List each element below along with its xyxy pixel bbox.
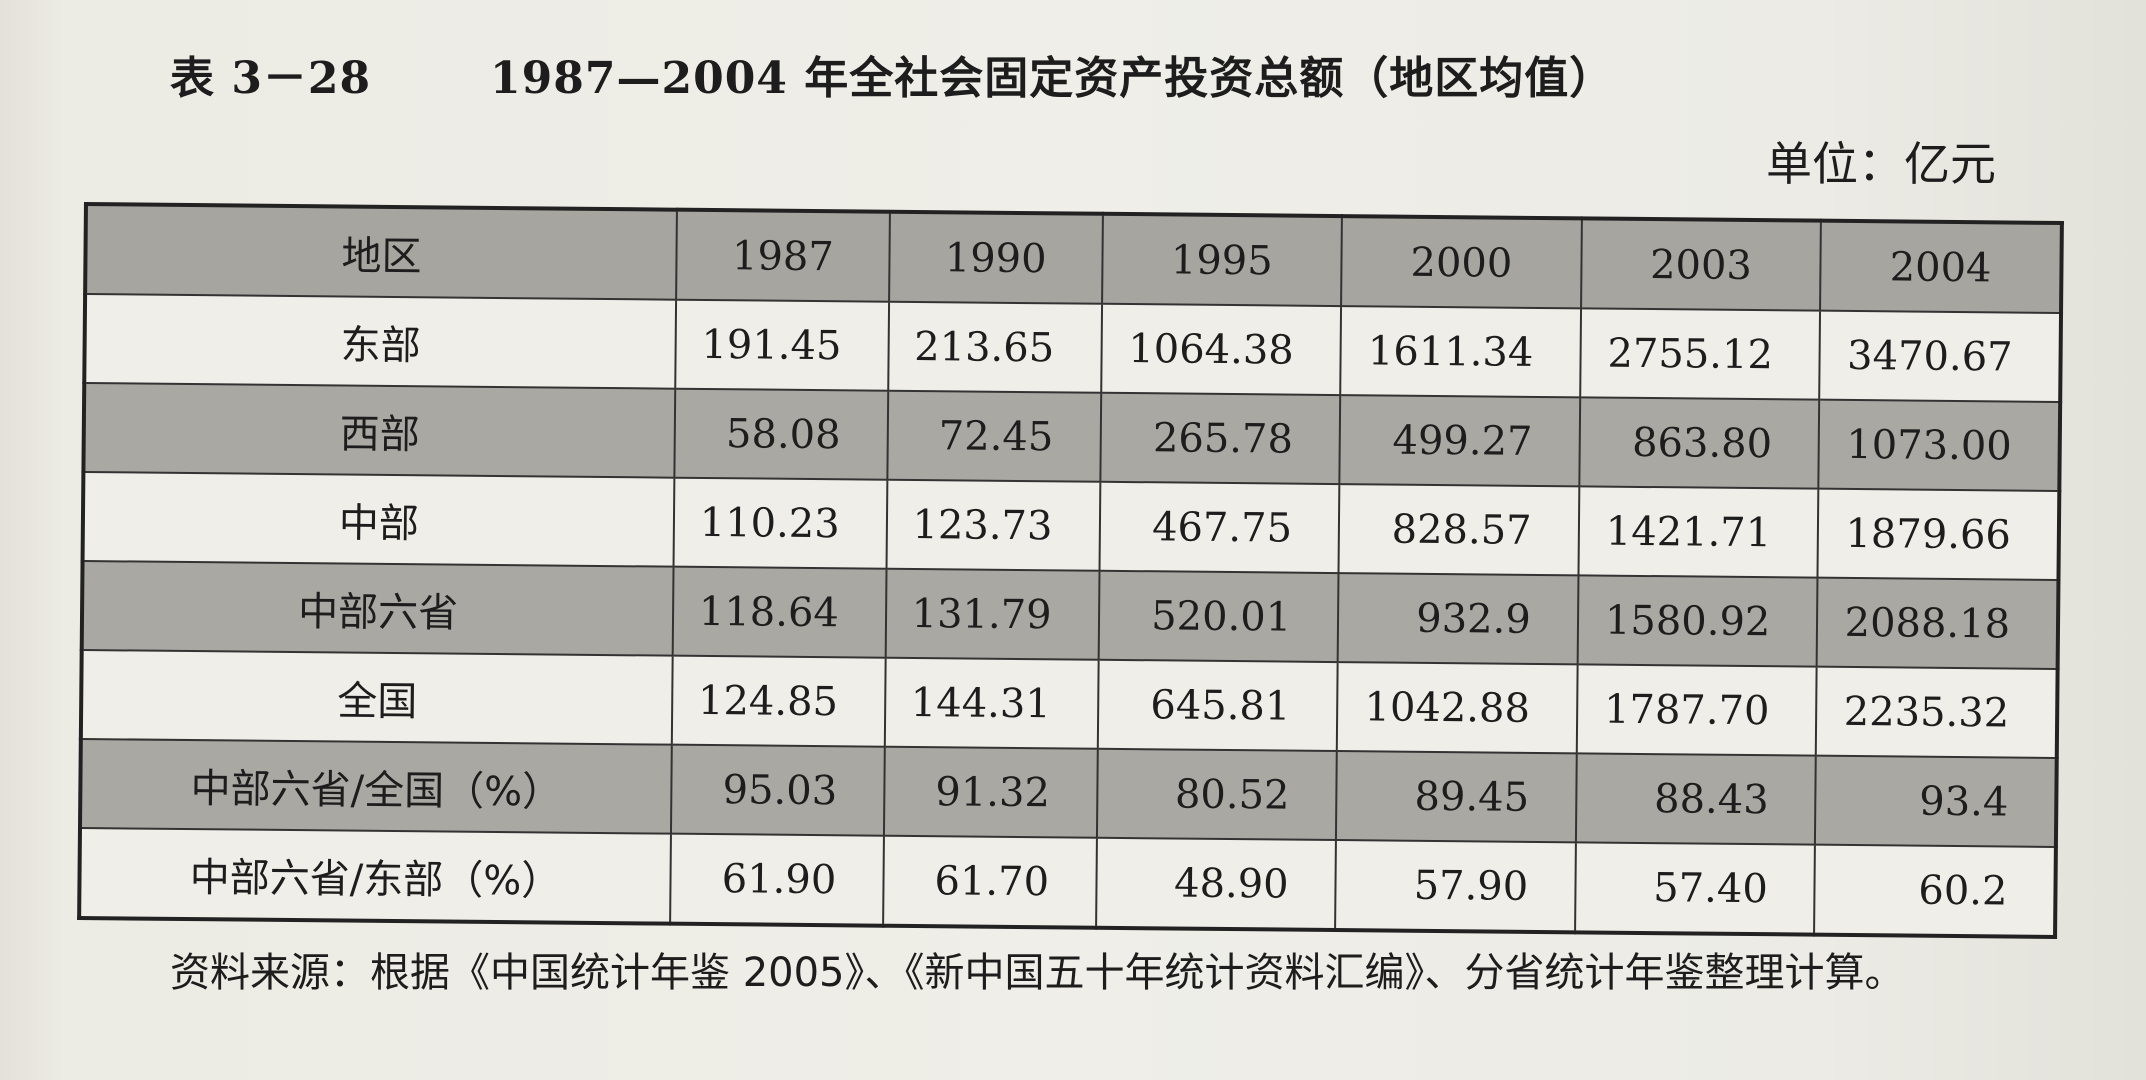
cell-value: 61.70 xyxy=(882,835,1097,928)
cell-value: 80.52 xyxy=(1096,748,1337,841)
cell-value: 265.78 xyxy=(1099,392,1341,485)
cell-value: 863.80 xyxy=(1579,397,1820,489)
cell-value: 57.40 xyxy=(1574,842,1816,935)
cell-value: 124.85 xyxy=(671,655,886,747)
cell-value: 88.43 xyxy=(1575,753,1817,845)
cell-value: 89.45 xyxy=(1336,751,1577,843)
cell-value: 95.03 xyxy=(670,744,885,836)
cell-value: 1421.71 xyxy=(1578,486,1819,578)
header-year: 2004 xyxy=(1820,220,2062,313)
cell-value: 93.4 xyxy=(1815,755,2057,847)
unit-label: 单位：亿元 xyxy=(1766,137,1996,191)
cell-value: 828.57 xyxy=(1338,484,1580,576)
cell-value: 91.32 xyxy=(883,746,1098,838)
cell-value: 2088.18 xyxy=(1816,577,2059,669)
cell-value: 61.90 xyxy=(670,833,884,926)
cell-value: 1073.00 xyxy=(1818,399,2061,491)
cell-value: 520.01 xyxy=(1098,570,1339,663)
cell-value: 60.2 xyxy=(1814,844,2056,937)
cell-value: 932.9 xyxy=(1337,573,1579,665)
header-year: 2003 xyxy=(1580,218,1822,311)
cell-value: 2755.12 xyxy=(1579,308,1821,400)
cell-value: 72.45 xyxy=(887,390,1101,482)
cell-value: 3470.67 xyxy=(1819,310,2062,402)
table-row: 中部六省/东部（%） 61.90 61.70 48.90 57.90 57.40… xyxy=(79,827,2056,937)
cell-value: 48.90 xyxy=(1095,837,1337,931)
cell-value: 191.45 xyxy=(675,299,889,391)
row-region: 中部六省 xyxy=(81,561,674,656)
table-title: 表 3－28 1987—2004 年全社会固定资产投资总额（地区均值） xyxy=(170,42,1614,106)
cell-value: 1787.70 xyxy=(1576,664,1817,756)
cell-value: 144.31 xyxy=(884,657,1099,749)
table-number: 表 3－28 xyxy=(170,53,372,104)
cell-value: 131.79 xyxy=(885,568,1100,660)
header-region: 地区 xyxy=(85,204,677,300)
cell-value: 2235.32 xyxy=(1816,666,2058,758)
cell-value: 1879.66 xyxy=(1817,488,2060,580)
cell-value: 499.27 xyxy=(1339,395,1580,487)
cell-value: 1042.88 xyxy=(1336,662,1578,754)
row-region: 东部 xyxy=(84,294,677,389)
header-year: 1987 xyxy=(676,209,890,302)
cell-value: 57.90 xyxy=(1335,840,1576,933)
table-caption: 1987—2004 年全社会固定资产投资总额（地区均值） xyxy=(490,53,1615,104)
row-region: 全国 xyxy=(80,649,673,745)
cell-value: 58.08 xyxy=(674,388,888,480)
cell-value: 1580.92 xyxy=(1577,575,1818,667)
row-region: 西部 xyxy=(83,383,676,478)
cell-value: 213.65 xyxy=(887,301,1102,393)
cell-value: 467.75 xyxy=(1099,481,1340,574)
cell-value: 118.64 xyxy=(672,566,887,658)
header-year: 2000 xyxy=(1341,216,1582,309)
row-region: 中部六省/东部（%） xyxy=(79,827,671,924)
header-year: 1990 xyxy=(888,211,1103,304)
row-region: 中部 xyxy=(82,472,675,567)
row-region: 中部六省/全国（%） xyxy=(79,738,672,834)
cell-value: 1611.34 xyxy=(1340,306,1581,398)
investment-table: 地区 1987 1990 1995 2000 2003 2004 东部 191.… xyxy=(77,202,2064,939)
cell-value: 1064.38 xyxy=(1100,303,1342,396)
header-year: 1995 xyxy=(1101,213,1343,307)
source-note: 资料来源：根据《中国统计年鉴 2005》、《新中国五十年统计资料汇编》、分省统计… xyxy=(170,950,1905,996)
cell-value: 110.23 xyxy=(673,477,888,569)
cell-value: 123.73 xyxy=(886,479,1100,571)
cell-value: 645.81 xyxy=(1097,659,1338,752)
